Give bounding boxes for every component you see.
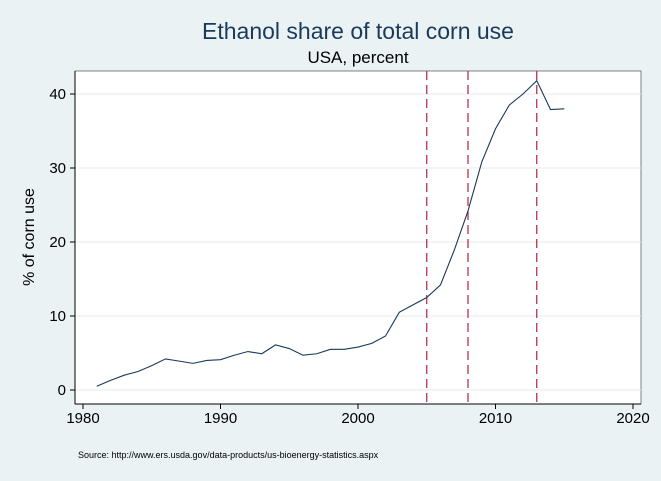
x-tick-label-2000: 2000 bbox=[341, 410, 374, 427]
y-tick-label-30: 30 bbox=[49, 160, 66, 177]
y-axis-label: % of corn use bbox=[21, 188, 38, 286]
y-tick-label-20: 20 bbox=[49, 234, 66, 251]
y-tick-label-40: 40 bbox=[49, 86, 66, 103]
axes: 0 10 20 30 40 1980 1990 2000 2010 2020 bbox=[49, 71, 650, 427]
chart-title: Ethanol share of total corn use bbox=[202, 18, 514, 44]
y-tick-label-10: 10 bbox=[49, 308, 66, 325]
x-tick-label-2010: 2010 bbox=[479, 410, 512, 427]
plot-area bbox=[74, 70, 642, 405]
grid-lines bbox=[75, 93, 641, 391]
x-tick-label-1990: 1990 bbox=[204, 410, 237, 427]
series-line bbox=[96, 79, 565, 387]
x-tick-label-1980: 1980 bbox=[66, 410, 99, 427]
x-tick-label-2020: 2020 bbox=[616, 410, 649, 427]
chart-subtitle: USA, percent bbox=[307, 48, 408, 67]
source-note: Source: http://www.ers.usda.gov/data-pro… bbox=[78, 450, 379, 460]
y-tick-label-0: 0 bbox=[58, 382, 66, 399]
